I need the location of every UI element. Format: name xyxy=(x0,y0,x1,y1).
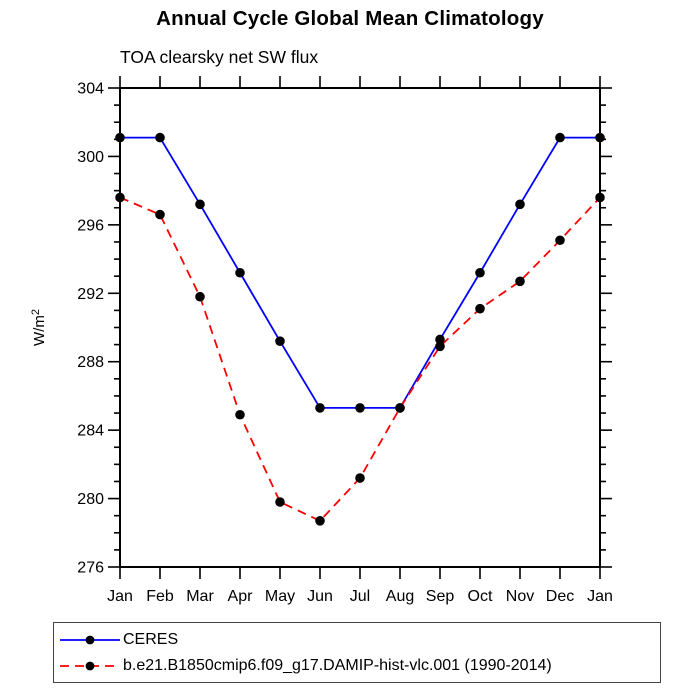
y-tick-label: 304 xyxy=(77,81,104,98)
x-tick-label: Sep xyxy=(426,588,455,605)
x-tick-label: Aug xyxy=(386,588,414,605)
series-line-1 xyxy=(119,196,601,522)
legend-sample-marker xyxy=(85,661,95,670)
data-point-series-1 xyxy=(195,291,205,302)
x-tick-label: Jul xyxy=(350,588,370,605)
legend-item-model: b.e21.B1850cmip6.f09_g17.DAMIP-hist-vlc.… xyxy=(59,653,660,679)
legend-label-model: b.e21.B1850cmip6.f09_g17.DAMIP-hist-vlc.… xyxy=(123,656,552,674)
legend-item-ceres: CERES xyxy=(59,627,660,653)
data-point-series-1 xyxy=(555,235,565,246)
x-tick-label: Dec xyxy=(546,588,574,605)
plot-frame xyxy=(119,87,601,568)
x-tick-label: Feb xyxy=(146,588,174,605)
legend: CERES b.e21.B1850cmip6.f09_g17.DAMIP-his… xyxy=(53,622,661,683)
chart-title: Annual Cycle Global Mean Climatology xyxy=(156,7,544,30)
data-point-series-0 xyxy=(115,132,125,143)
legend-label-ceres: CERES xyxy=(123,630,179,648)
data-point-series-0 xyxy=(275,336,285,346)
x-tick-label: Jan xyxy=(587,588,613,605)
y-tick-label: 296 xyxy=(77,217,104,234)
data-point-series-0 xyxy=(595,132,605,143)
data-point-series-1 xyxy=(595,192,605,203)
data-point-series-0 xyxy=(235,267,245,278)
y-tick-label: 280 xyxy=(77,491,104,508)
data-point-series-0 xyxy=(355,403,365,413)
x-tick-label: Apr xyxy=(228,588,254,605)
data-point-series-1 xyxy=(235,409,245,420)
data-point-series-0 xyxy=(195,199,205,210)
legend-sample-marker xyxy=(85,635,95,644)
y-tick-label: 276 xyxy=(77,560,104,577)
y-tick-label: 288 xyxy=(77,354,104,371)
y-axis-title: W/m2 xyxy=(30,309,48,346)
x-tick-label: Mar xyxy=(186,588,214,605)
x-tick-label: Jun xyxy=(307,588,333,605)
data-point-series-1 xyxy=(355,473,365,483)
legend-line-sample-ceres xyxy=(60,635,120,644)
x-tick-label: Jan xyxy=(107,588,133,605)
data-point-series-0 xyxy=(475,267,485,278)
y-tick-label: 300 xyxy=(77,149,104,166)
data-point-series-1 xyxy=(475,303,485,314)
data-point-series-1 xyxy=(395,403,405,413)
data-point-series-1 xyxy=(515,276,525,287)
x-tick-label: May xyxy=(265,588,295,605)
data-point-series-1 xyxy=(315,516,325,526)
data-point-series-1 xyxy=(115,192,125,203)
data-point-series-0 xyxy=(155,132,165,143)
y-tick-label: 292 xyxy=(77,286,104,303)
data-point-series-1 xyxy=(155,209,165,220)
data-point-series-0 xyxy=(315,403,325,413)
chart-subtitle: TOA clearsky net SW flux xyxy=(120,47,319,67)
x-tick-label: Nov xyxy=(506,588,534,605)
data-point-series-1 xyxy=(275,497,285,507)
legend-line-sample-model xyxy=(60,661,120,670)
y-tick-label: 284 xyxy=(77,423,104,440)
data-point-series-0 xyxy=(555,132,565,143)
x-tick-label: Oct xyxy=(468,588,493,605)
data-point-series-1 xyxy=(435,341,445,352)
data-point-series-0 xyxy=(515,199,525,210)
data-point-series-0 xyxy=(435,334,445,345)
